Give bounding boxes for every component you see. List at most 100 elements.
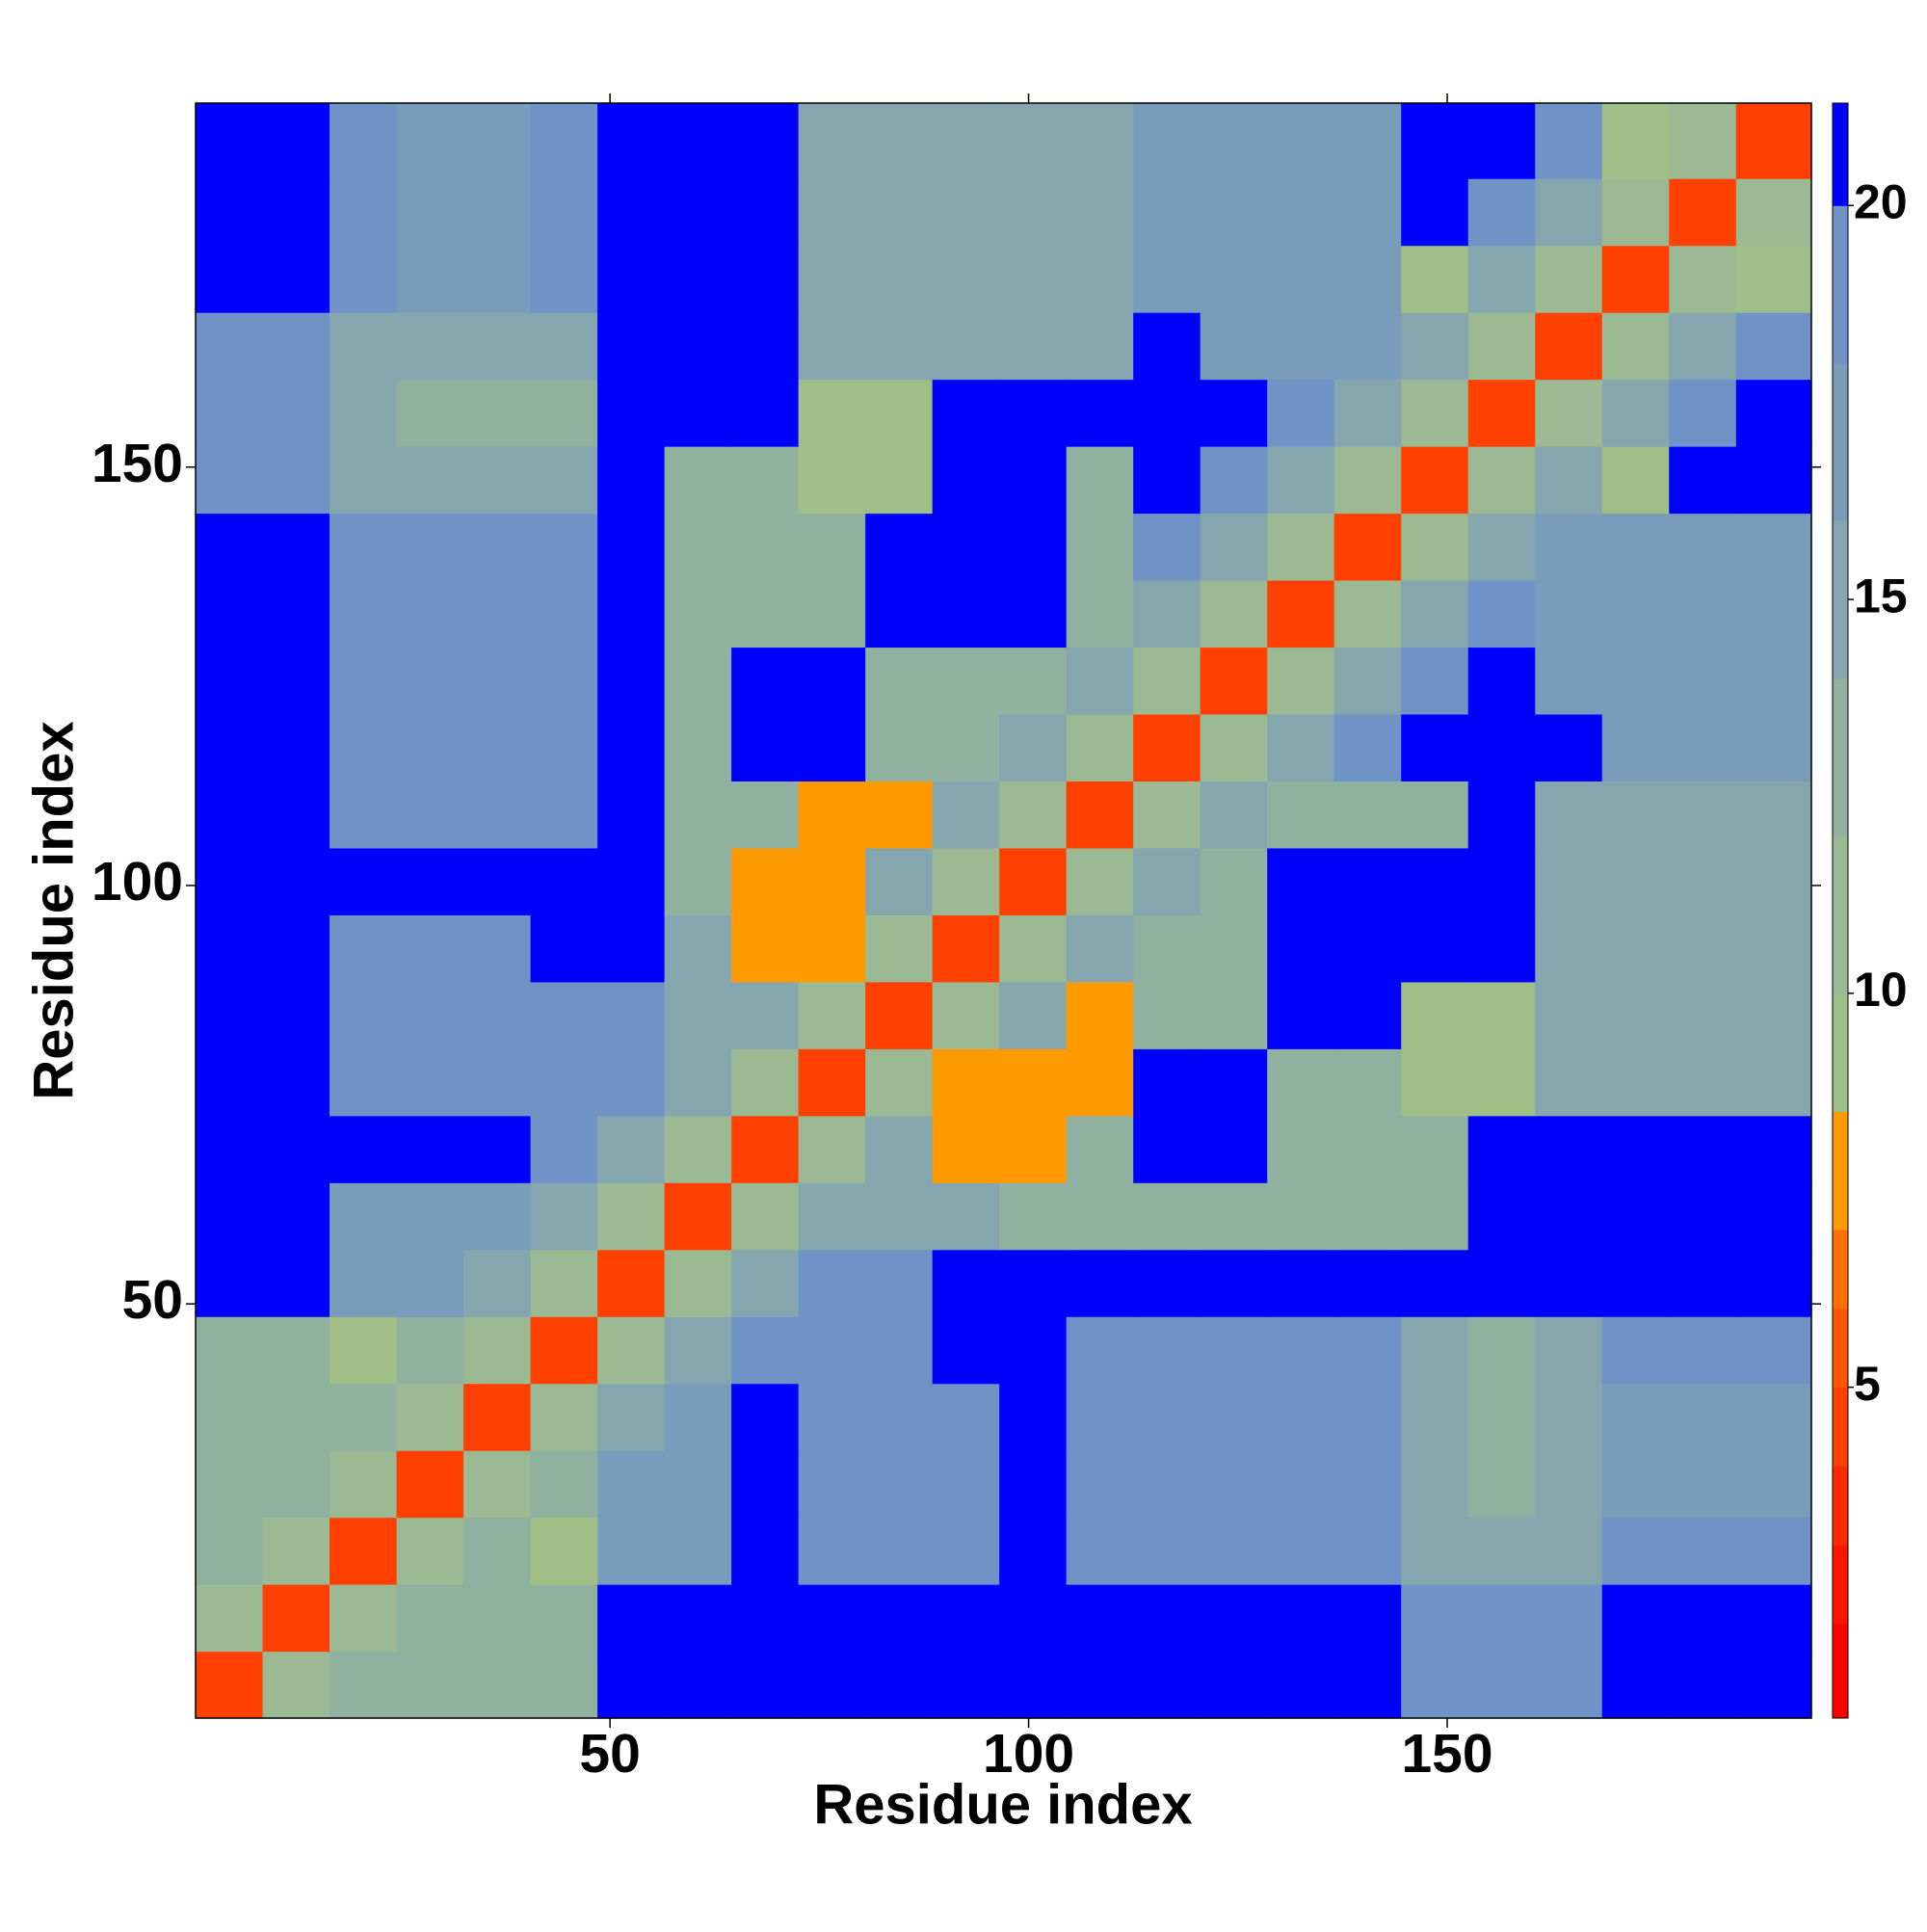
- heatmap-cell: [798, 713, 866, 781]
- heatmap-cell: [1601, 1115, 1670, 1183]
- heatmap-cell: [664, 781, 732, 849]
- heatmap-cell: [1267, 178, 1335, 247]
- heatmap-cell: [865, 178, 934, 247]
- heatmap-cell: [999, 103, 1068, 179]
- heatmap-cell: [664, 379, 732, 447]
- heatmap-cell: [396, 178, 464, 247]
- heatmap-cell: [731, 379, 800, 447]
- heatmap-cell: [1066, 1383, 1134, 1451]
- heatmap-cell: [1200, 1115, 1268, 1183]
- heatmap-cell: [731, 446, 800, 515]
- heatmap-cell: [463, 1048, 532, 1117]
- heatmap-cell: [1200, 914, 1268, 983]
- heatmap-cell: [1401, 178, 1469, 247]
- heatmap-cell: [1066, 1249, 1134, 1317]
- heatmap-cell: [1669, 103, 1737, 179]
- heatmap-cell: [597, 713, 666, 781]
- heatmap-cell: [1267, 1651, 1335, 1719]
- heatmap-cell: [1333, 1383, 1402, 1451]
- heatmap-cell: [1333, 178, 1402, 247]
- heatmap-cell: [664, 1316, 732, 1385]
- heatmap-cell: [1200, 1048, 1268, 1117]
- heatmap-cell: [597, 647, 666, 715]
- heatmap-cell: [1601, 1584, 1670, 1653]
- heatmap-cell: [597, 446, 666, 515]
- heatmap-cell: [798, 1316, 866, 1385]
- heatmap-cell: [1669, 1249, 1737, 1317]
- heatmap-cell: [1401, 1450, 1469, 1519]
- heatmap-cell: [932, 647, 1000, 715]
- heatmap-cell: [1267, 446, 1335, 515]
- heatmap-cell: [1267, 1048, 1335, 1117]
- heatmap-cell: [1669, 847, 1737, 915]
- heatmap-cell: [1669, 1048, 1737, 1117]
- heatmap-cell: [1401, 103, 1469, 179]
- heatmap-cell: [798, 1115, 866, 1183]
- heatmap-cell: [330, 981, 398, 1049]
- heatmap-cell: [664, 245, 732, 313]
- heatmap-cell: [463, 178, 532, 247]
- colorbar-tick-label: 15: [1854, 569, 1908, 622]
- heatmap-cell: [865, 1048, 934, 1117]
- heatmap-cell: [1401, 1249, 1469, 1317]
- heatmap-cell: [664, 1517, 732, 1585]
- heatmap-cell: [1535, 713, 1603, 781]
- heatmap-cell: [932, 914, 1000, 983]
- heatmap-cell: [1333, 1450, 1402, 1519]
- heatmap-cell: [798, 379, 866, 447]
- heatmap-cell: [1333, 1182, 1402, 1251]
- heatmap-cell: [1669, 379, 1737, 447]
- heatmap-cell: [731, 178, 800, 247]
- heatmap-cell: [1133, 781, 1201, 849]
- heatmap-cell: [1401, 245, 1469, 313]
- heatmap-cell: [932, 103, 1000, 179]
- heatmap-cell: [664, 1249, 732, 1317]
- heatmap-cell: [597, 245, 666, 313]
- heatmap-cell: [196, 1651, 264, 1719]
- heatmap-cell: [1200, 647, 1268, 715]
- heatmap-cell: [262, 579, 330, 648]
- heatmap-cell: [664, 1115, 732, 1183]
- heatmap-cell: [1735, 1316, 1812, 1385]
- heatmap-cell: [1669, 1651, 1737, 1719]
- heatmap-cell: [1133, 1182, 1201, 1251]
- heatmap-cell: [196, 379, 264, 447]
- heatmap-cell: [865, 1383, 934, 1451]
- heatmap-cell: [597, 1383, 666, 1451]
- heatmap-cell: [196, 713, 264, 781]
- heatmap-cell: [597, 1651, 666, 1719]
- heatmap-cell: [865, 446, 934, 515]
- heatmap-cell: [1601, 713, 1670, 781]
- heatmap-cell: [1333, 1115, 1402, 1183]
- heatmap-cell: [1333, 914, 1402, 983]
- heatmap-cell: [1066, 245, 1134, 313]
- heatmap-cell: [1200, 103, 1268, 179]
- heatmap-cell: [1401, 981, 1469, 1049]
- heatmap-cell: [798, 1048, 866, 1117]
- heatmap-cell: [1467, 312, 1536, 381]
- heatmap-cell: [1200, 1182, 1268, 1251]
- heatmap-cell: [664, 1584, 732, 1653]
- heatmap-cell: [1601, 1316, 1670, 1385]
- heatmap-cell: [865, 513, 934, 581]
- heatmap-cell: [463, 1383, 532, 1451]
- heatmap-cell: [1066, 446, 1134, 515]
- heatmap-cell: [1669, 914, 1737, 983]
- heatmap-cell: [1200, 1584, 1268, 1653]
- heatmap-cell: [1669, 1584, 1737, 1653]
- heatmap-cell: [1467, 1249, 1536, 1317]
- heatmap-cell: [1467, 245, 1536, 313]
- heatmap-cell: [1669, 1182, 1737, 1251]
- heatmap-cell: [1467, 713, 1536, 781]
- heatmap-cell: [1735, 446, 1812, 515]
- heatmap-cell: [330, 1115, 398, 1183]
- heatmap-cell: [1535, 1249, 1603, 1317]
- heatmap-cell: [1133, 1048, 1201, 1117]
- heatmap-cell: [1735, 178, 1812, 247]
- heatmap-cell: [530, 847, 598, 915]
- heatmap-cell: [1601, 647, 1670, 715]
- heatmap-cell: [664, 103, 732, 179]
- heatmap-cell: [330, 312, 398, 381]
- colorbar-band: [1833, 1466, 1848, 1546]
